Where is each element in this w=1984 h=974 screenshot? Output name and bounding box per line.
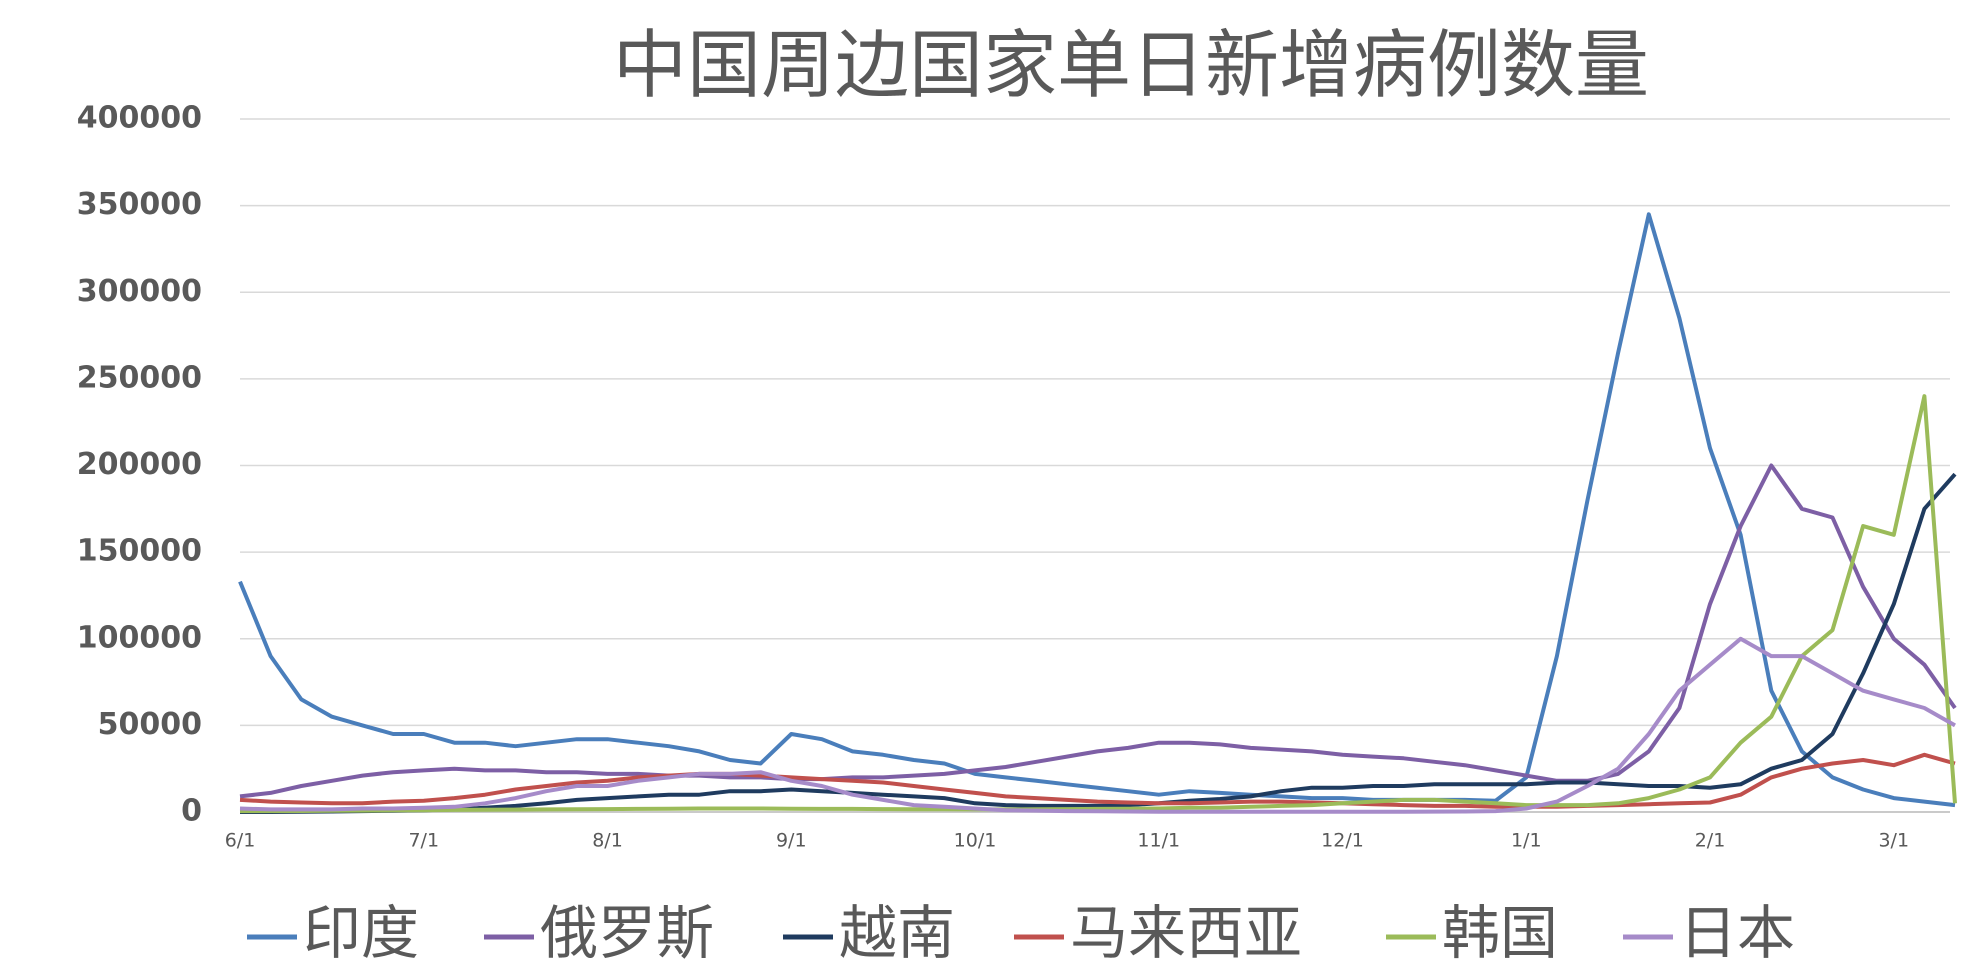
y-tick-label: 100000 [77,620,202,655]
legend-label: 韩国 [1442,899,1558,967]
legend-label: 马来西亚 [1070,899,1302,967]
x-tick-label: 3/1 [1878,830,1909,852]
legend-item: 俄罗斯 [484,899,714,967]
y-tick-label: 350000 [77,187,202,222]
x-tick-label: 11/1 [1137,830,1180,852]
legend-label: 越南 [839,899,955,967]
x-tick-label: 12/1 [1321,830,1364,852]
series-line [240,472,1957,814]
series-line [239,752,1956,809]
legend-label: 印度 [303,899,419,967]
legend-item: 越南 [783,899,955,967]
series-line [239,636,1956,814]
legend-item: 韩国 [1386,899,1558,967]
x-tick-label: 1/1 [1511,830,1542,852]
x-tick-label: 6/1 [225,830,256,852]
y-tick-label: 400000 [77,101,202,136]
series-line [239,463,1957,799]
y-tick-label: 300000 [77,274,202,309]
series-line [240,394,1957,814]
x-tick-label: 9/1 [776,830,807,852]
y-tick-label: 150000 [77,534,202,569]
x-tick-label: 8/1 [592,830,623,852]
legend-item: 日本 [1623,899,1795,967]
x-tick-label: 10/1 [954,830,997,852]
series-line [238,212,1956,808]
legend-label: 日本 [1679,899,1795,967]
x-tick-label: 7/1 [408,830,439,852]
y-tick-label: 50000 [98,707,202,742]
legend-item: 马来西亚 [1014,899,1302,967]
legend-item: 印度 [247,899,419,967]
y-tick-label: 250000 [77,360,202,395]
y-tick-label: 200000 [77,447,202,482]
x-tick-label: 2/1 [1695,830,1726,852]
y-tick-label: 0 [181,794,202,829]
chart-title: 中国周边国家单日新增病例数量 [613,23,1649,109]
legend-label: 俄罗斯 [540,899,714,967]
